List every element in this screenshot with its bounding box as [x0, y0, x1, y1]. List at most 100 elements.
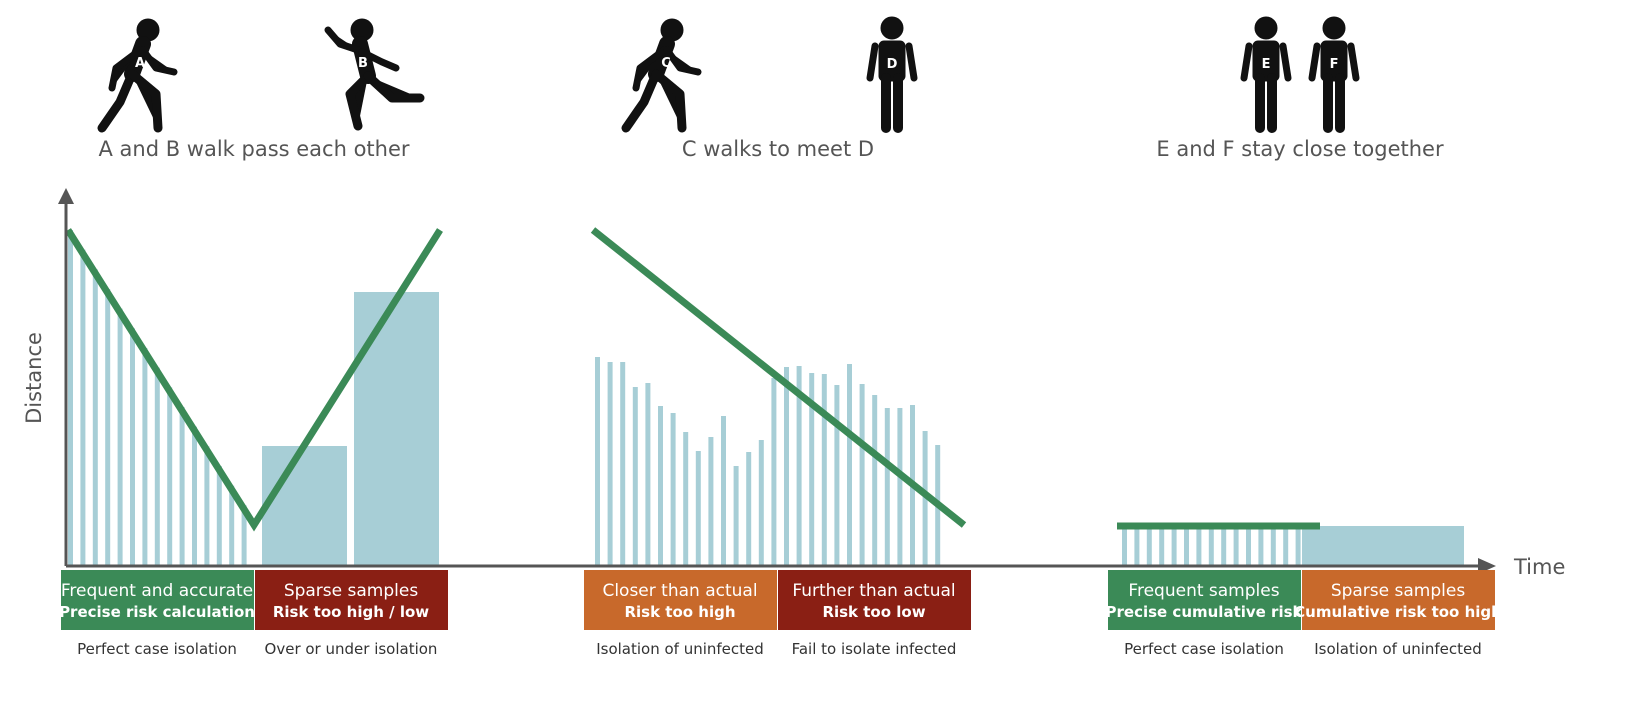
sample-bar: [167, 387, 173, 565]
person-a-icon: A: [102, 19, 174, 128]
sample-bar: [708, 437, 714, 565]
sparse-sample-bar: [1302, 526, 1464, 565]
panel-frequent-accurate: Frequent and accurate Precise risk calcu…: [59, 570, 255, 658]
sample-bar: [80, 249, 86, 565]
outcome-label: Over or under isolation: [265, 640, 438, 658]
scenario-caption: A and B walk pass each other: [98, 137, 409, 161]
sample-bar: [695, 451, 701, 565]
sample-bar: [1122, 526, 1127, 565]
panel-further-than-actual: Further than actual Risk too low Fail to…: [778, 570, 971, 658]
sample-bars: [68, 230, 1464, 565]
panel-box: [584, 570, 777, 630]
sample-bar: [733, 466, 739, 565]
sample-bar: [884, 408, 890, 565]
sparse-sample-bar: [354, 292, 439, 565]
sample-bar: [821, 374, 827, 565]
sample-bar: [1159, 526, 1165, 565]
sample-bar: [607, 362, 613, 565]
sample-bar: [204, 446, 210, 565]
person-f-icon: F: [1312, 17, 1356, 128]
sample-bar: [595, 357, 600, 565]
sample-bar: [1184, 526, 1189, 565]
panel-box: [61, 570, 254, 630]
sample-bar: [1246, 526, 1251, 565]
panel-box: [1302, 570, 1495, 630]
sample-bar: [796, 366, 802, 565]
sample-bar: [721, 416, 726, 565]
person-letter: F: [1330, 57, 1339, 72]
panel-subtitle: Cumulative risk too high: [1294, 603, 1502, 621]
panel-title: Further than actual: [792, 581, 955, 601]
sample-bar: [809, 373, 815, 565]
sample-bar: [1270, 526, 1276, 565]
panel-subtitle: Risk too high: [624, 603, 735, 621]
panel-closer-than-actual: Closer than actual Risk too high Isolati…: [584, 570, 777, 658]
sample-bar: [142, 348, 148, 565]
trajectory-cd-line: [590, 227, 967, 528]
sample-bar: [68, 230, 73, 565]
panel-box: [1108, 570, 1301, 630]
person-letter: E: [1262, 57, 1271, 72]
panel-title: Sparse samples: [1331, 581, 1466, 601]
sample-bar: [241, 505, 247, 565]
trajectory-ab-line: [65, 228, 443, 532]
x-axis-label: Time: [1513, 555, 1565, 579]
person-letter: B: [358, 56, 368, 71]
panel-box: [778, 570, 971, 630]
sample-bar: [179, 407, 185, 565]
sample-bar: [632, 387, 638, 565]
sample-bar: [784, 367, 789, 565]
sample-bar: [758, 440, 764, 565]
sample-bar: [1258, 526, 1264, 565]
person-letter: A: [135, 56, 145, 71]
sample-bar: [683, 432, 689, 565]
sample-bar: [1233, 526, 1239, 565]
person-c-icon: C: [626, 19, 698, 128]
sample-bar: [658, 406, 663, 565]
sample-bar: [1283, 526, 1289, 565]
sample-bar: [670, 413, 676, 565]
panel-frequent-samples: Frequent samples Precise cumulative risk…: [1106, 570, 1304, 658]
panel-title: Frequent and accurate: [61, 581, 253, 601]
sample-bar: [620, 362, 626, 565]
sample-bar: [1171, 526, 1177, 565]
panel-subtitle: Precise cumulative risk: [1106, 603, 1304, 621]
sample-bar: [897, 408, 903, 565]
sample-bar: [216, 466, 222, 565]
outcome-label: Isolation of uninfected: [596, 640, 764, 658]
true-distance-lines: [65, 227, 1320, 532]
sample-bar: [1295, 526, 1301, 565]
panel-title: Sparse samples: [284, 581, 419, 601]
person-b-icon: B: [328, 19, 420, 126]
sample-bar: [859, 384, 865, 565]
sample-bar: [1146, 526, 1152, 565]
sample-bar: [130, 328, 135, 565]
y-axis-label: Distance: [22, 332, 46, 424]
sample-bar: [645, 383, 651, 565]
sample-bar: [872, 395, 878, 565]
sample-bar: [1221, 526, 1227, 565]
sample-bar: [771, 378, 777, 565]
axes: Distance Time: [22, 188, 1565, 579]
outcome-label: Perfect case isolation: [77, 640, 237, 658]
outcome-label: Perfect case isolation: [1124, 640, 1284, 658]
sample-bar: [1196, 526, 1202, 565]
person-d-icon: D: [870, 17, 914, 128]
panel-box: [255, 570, 448, 630]
sample-bar: [847, 364, 852, 565]
sample-bar: [154, 367, 160, 565]
panel-title: Frequent samples: [1128, 581, 1279, 601]
person-letter: C: [661, 56, 671, 71]
outcome-label: Fail to isolate infected: [792, 640, 957, 658]
panel-subtitle: Precise risk calculation: [59, 603, 255, 621]
outcome-label: Isolation of uninfected: [1314, 640, 1482, 658]
sparse-sample-bar: [262, 446, 347, 565]
sample-bar: [834, 385, 840, 565]
panel-subtitle: Risk too low: [822, 603, 925, 621]
sample-bar: [92, 269, 98, 565]
panel-subtitle: Risk too high / low: [273, 603, 429, 621]
scenario-caption: E and F stay close together: [1156, 137, 1444, 161]
person-e-icon: E: [1244, 17, 1288, 128]
panel-sparse-ab: Sparse samples Risk too high / low Over …: [255, 570, 448, 658]
